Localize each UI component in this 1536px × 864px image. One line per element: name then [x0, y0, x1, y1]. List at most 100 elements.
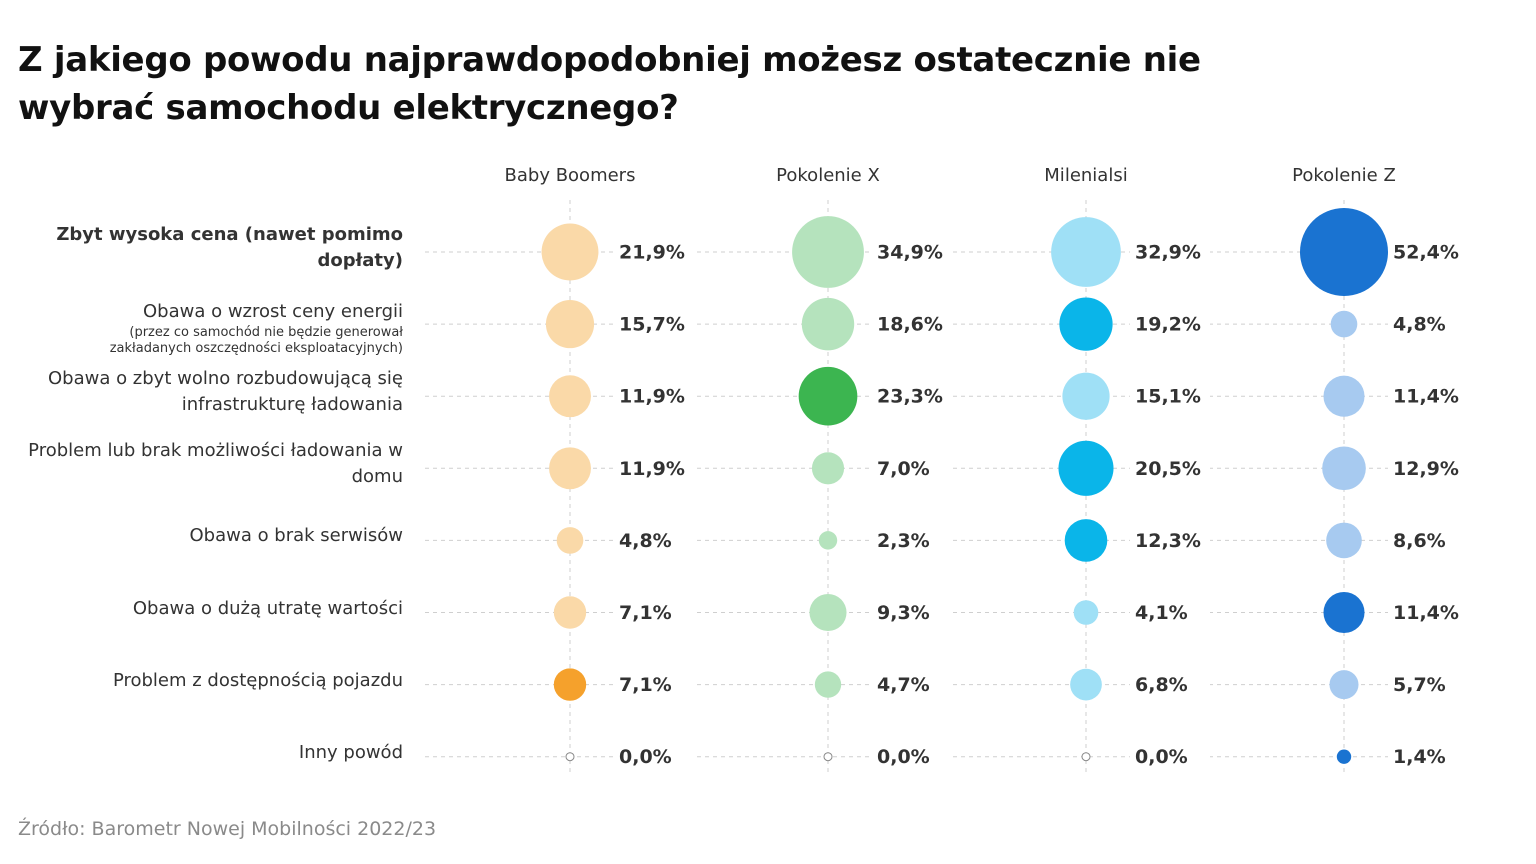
label-backdrop [614, 670, 694, 699]
label-backdrop [872, 742, 952, 771]
row-label: Zbyt wysoka cena (nawet pomimo dopłaty) [3, 222, 403, 274]
value-label: 5,7% [1393, 674, 1446, 696]
bubble [556, 527, 584, 554]
row-label: Problem lub brak możliwości ładowania w … [3, 438, 403, 490]
bubble [801, 297, 855, 351]
bubble [823, 752, 833, 762]
category-note: (przez co samochód nie będzie generował … [109, 325, 403, 357]
label-backdrop [1388, 598, 1468, 627]
value-label: 11,4% [1393, 602, 1459, 624]
value-label: 12,9% [1393, 458, 1459, 480]
column-header: Baby Boomers [505, 165, 636, 186]
column-header: Pokolenie X [776, 165, 880, 186]
value-label: 2,3% [877, 530, 930, 552]
bubble [1070, 668, 1102, 701]
label-backdrop [1130, 598, 1210, 627]
value-label: 11,4% [1393, 386, 1459, 408]
label-backdrop [872, 238, 952, 266]
bubble [549, 375, 591, 418]
label-backdrop [614, 382, 694, 411]
value-label: 0,0% [1135, 746, 1188, 768]
bubble [1300, 208, 1388, 296]
value-label: 4,8% [619, 530, 672, 552]
value-label: 19,2% [1135, 314, 1201, 336]
value-label: 11,9% [619, 386, 685, 408]
label-backdrop [872, 310, 952, 339]
bubble [541, 223, 599, 281]
bubble [565, 752, 575, 762]
label-backdrop [1130, 526, 1210, 555]
bubble [1322, 446, 1366, 491]
value-label: 15,1% [1135, 386, 1201, 408]
row-label: Obawa o zbyt wolno rozbudowującą się inf… [3, 366, 403, 418]
bubble [549, 447, 591, 490]
category-label: Obawa o zbyt wolno rozbudowującą się inf… [47, 368, 403, 416]
label-backdrop [614, 526, 694, 555]
label-backdrop [1388, 238, 1468, 266]
label-backdrop [872, 382, 952, 411]
value-label: 15,7% [619, 314, 685, 336]
category-label: Problem z dostępnością pojazdu [112, 669, 403, 691]
bubble [1336, 749, 1352, 764]
value-label: 8,6% [1393, 530, 1446, 552]
row-label: Obawa o brak serwisów [3, 523, 403, 549]
value-label: 23,3% [877, 386, 943, 408]
bubble [1062, 372, 1110, 420]
row-label: Problem z dostępnością pojazdu [3, 668, 403, 694]
bubble [1081, 752, 1091, 762]
value-label: 4,1% [1135, 602, 1188, 624]
category-label: Obawa o wzrost ceny energii [143, 301, 403, 323]
bubble [1329, 670, 1359, 700]
label-backdrop [1388, 454, 1468, 483]
bubble [1058, 440, 1114, 496]
row-label: Inny powód [3, 740, 403, 766]
bubble [1330, 310, 1358, 338]
label-backdrop [1388, 670, 1468, 699]
label-backdrop [1130, 382, 1210, 411]
label-backdrop [1388, 526, 1468, 555]
bubble [553, 596, 587, 629]
bubble [814, 671, 842, 698]
value-label: 34,9% [877, 242, 943, 264]
bubble [1323, 375, 1365, 417]
value-label: 7,1% [619, 602, 672, 624]
source: Źródło: Barometr Nowej Mobilności 2022/2… [18, 818, 437, 840]
label-backdrop [1130, 454, 1210, 483]
value-label: 4,7% [877, 674, 930, 696]
label-backdrop [1130, 238, 1210, 266]
bubble [1051, 217, 1121, 287]
label-backdrop [1388, 310, 1468, 339]
label-backdrop [1388, 742, 1468, 771]
label-backdrop [614, 598, 694, 627]
label-backdrop [614, 238, 694, 266]
label-backdrop [1130, 670, 1210, 699]
chart-title: Z jakiego powodu najprawdopodobniej może… [18, 40, 1201, 128]
label-backdrop [1130, 310, 1210, 339]
bubble [1059, 297, 1113, 351]
value-label: 1,4% [1393, 746, 1446, 768]
column-header: Milenialsi [1044, 165, 1127, 186]
bubble [798, 366, 858, 426]
category-label: Obawa o brak serwisów [189, 525, 403, 547]
value-label: 7,0% [877, 458, 930, 480]
bubble [545, 300, 595, 349]
value-label: 7,1% [619, 674, 672, 696]
label-backdrop [872, 454, 952, 483]
label-backdrop [872, 598, 952, 627]
label-backdrop [872, 670, 952, 699]
category-label: Obawa o dużą utratę wartości [132, 597, 403, 619]
bubble [553, 668, 587, 701]
value-label: 52,4% [1393, 242, 1459, 264]
bubble [809, 593, 847, 632]
value-label: 0,0% [619, 746, 672, 768]
value-label: 20,5% [1135, 458, 1201, 480]
label-backdrop [614, 454, 694, 483]
value-label: 6,8% [1135, 674, 1188, 696]
bubble [811, 452, 845, 485]
category-label: Problem lub brak możliwości ładowania w … [28, 440, 403, 488]
category-label: Inny powód [298, 741, 403, 763]
value-label: 4,8% [1393, 314, 1446, 336]
label-backdrop [1388, 382, 1468, 411]
